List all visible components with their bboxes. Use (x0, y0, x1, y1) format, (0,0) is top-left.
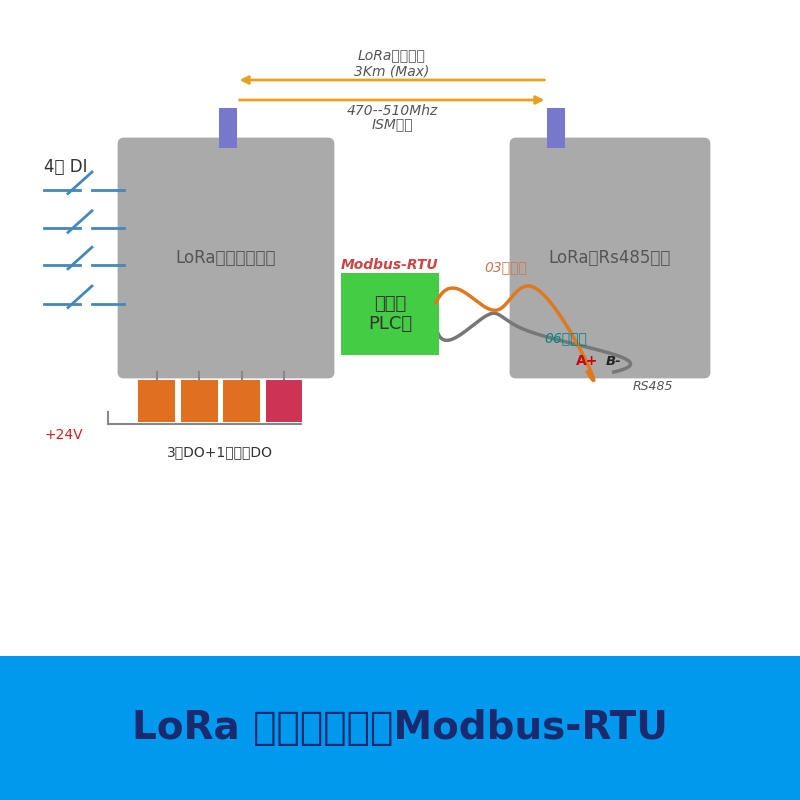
Text: 4路 DI: 4路 DI (44, 158, 87, 176)
FancyBboxPatch shape (223, 380, 260, 422)
Text: LoRa无线传输: LoRa无线传输 (358, 49, 426, 62)
FancyBboxPatch shape (0, 656, 800, 800)
FancyBboxPatch shape (341, 273, 439, 355)
FancyBboxPatch shape (219, 108, 237, 148)
Text: 3Km (Max): 3Km (Max) (354, 65, 430, 78)
FancyBboxPatch shape (118, 138, 334, 378)
Text: ISM频段: ISM频段 (371, 118, 413, 131)
FancyBboxPatch shape (138, 380, 175, 422)
Text: 3路DO+1路报警DO: 3路DO+1路报警DO (167, 446, 274, 459)
Text: +24V: +24V (44, 428, 82, 442)
Text: B-: B- (606, 355, 622, 368)
Text: 03功能码: 03功能码 (485, 260, 527, 274)
Text: 上位机
PLC等: 上位机 PLC等 (368, 294, 412, 334)
Text: LoRa转Rs485模块: LoRa转Rs485模块 (549, 249, 671, 267)
FancyBboxPatch shape (266, 380, 302, 422)
Text: LoRa 无线开关量转Modbus-RTU: LoRa 无线开关量转Modbus-RTU (132, 709, 668, 747)
FancyBboxPatch shape (547, 108, 565, 148)
Text: A+: A+ (576, 354, 598, 368)
Text: 06功能码: 06功能码 (545, 330, 587, 345)
Text: RS485: RS485 (633, 380, 674, 393)
FancyBboxPatch shape (510, 138, 710, 378)
Text: Modbus-RTU: Modbus-RTU (341, 258, 439, 272)
FancyBboxPatch shape (181, 380, 218, 422)
Text: LoRa采集控制模块: LoRa采集控制模块 (176, 249, 276, 267)
Text: 470--510Mhz: 470--510Mhz (346, 104, 438, 118)
